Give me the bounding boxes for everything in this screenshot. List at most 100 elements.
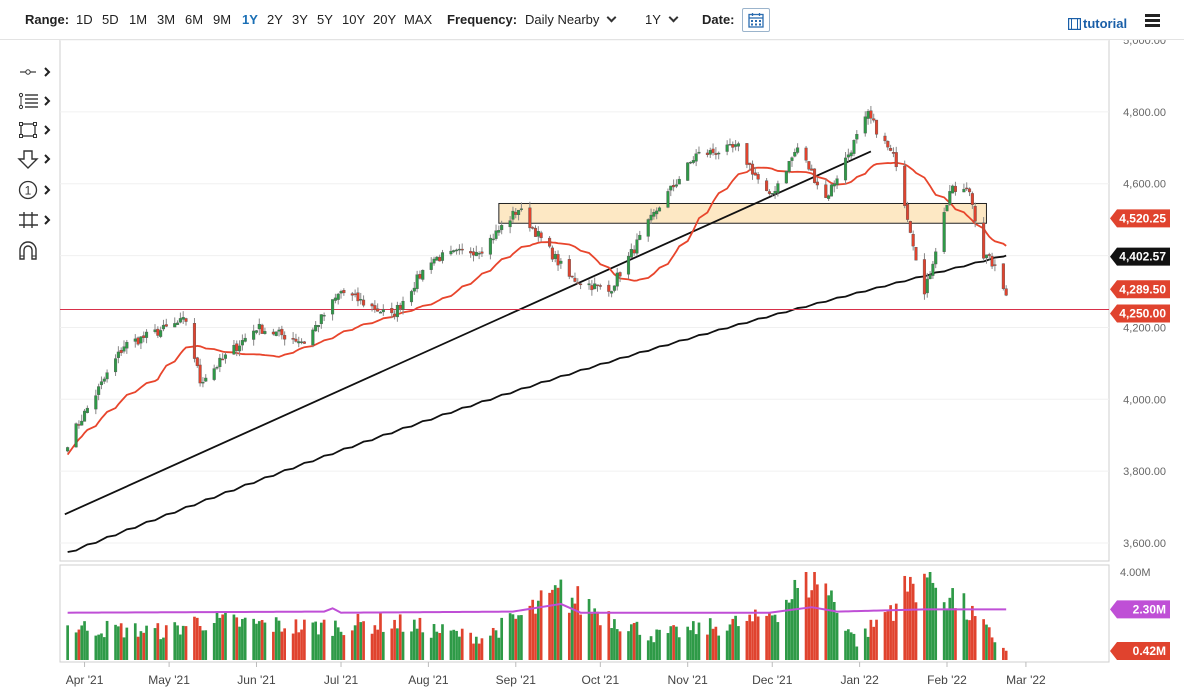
candle bbox=[176, 320, 180, 325]
candle-body bbox=[748, 162, 752, 165]
volume-bar bbox=[336, 627, 340, 660]
volume-bar bbox=[649, 636, 653, 660]
candle bbox=[260, 323, 264, 334]
range-9m[interactable]: 9M bbox=[213, 12, 232, 27]
candle bbox=[691, 156, 695, 165]
range-1d[interactable]: 1D bbox=[76, 12, 93, 27]
volume-bar bbox=[198, 626, 202, 660]
candle-body bbox=[291, 338, 295, 340]
candle bbox=[717, 151, 721, 160]
volume-bar bbox=[785, 599, 788, 660]
candle-body bbox=[655, 210, 659, 215]
candle bbox=[319, 314, 323, 329]
candle-body bbox=[300, 341, 304, 343]
frequency-select[interactable]: Daily Nearby bbox=[525, 12, 617, 27]
candle bbox=[725, 140, 729, 156]
volume-bar bbox=[429, 637, 433, 660]
volume-bar bbox=[756, 616, 760, 660]
fibonacci-tool[interactable] bbox=[14, 89, 58, 113]
volume-bar bbox=[195, 617, 199, 660]
candle bbox=[145, 329, 149, 344]
candle-body bbox=[500, 225, 504, 231]
volume-bar bbox=[847, 629, 850, 660]
candle bbox=[965, 182, 969, 192]
range-1y[interactable]: 1Y bbox=[242, 12, 258, 27]
volume-bar bbox=[86, 630, 89, 660]
range-6m[interactable]: 6M bbox=[185, 12, 204, 27]
candle-body bbox=[863, 116, 867, 134]
price-tick-label: 3,800.00 bbox=[1123, 466, 1166, 478]
tutorial-link[interactable]: tutorial bbox=[1068, 16, 1127, 31]
candle bbox=[409, 289, 414, 306]
range-3y[interactable]: 3Y bbox=[292, 12, 308, 27]
measure-tool[interactable] bbox=[14, 208, 58, 232]
volume-bar bbox=[765, 615, 768, 660]
candle-body bbox=[595, 284, 600, 287]
last-volume-tag: 0.42M bbox=[1110, 642, 1170, 660]
volume-bar bbox=[948, 597, 952, 660]
candle-body bbox=[649, 214, 653, 221]
candle bbox=[401, 296, 405, 315]
price-gridlines bbox=[60, 40, 1109, 544]
candle bbox=[80, 414, 84, 426]
frequency-label: Frequency: bbox=[447, 12, 518, 27]
volume-bar bbox=[241, 619, 244, 660]
volume-bar bbox=[497, 637, 501, 660]
volume-bar bbox=[139, 631, 143, 660]
range-10y[interactable]: 10Y bbox=[342, 12, 366, 27]
volume-bar bbox=[438, 633, 442, 660]
volume-bar bbox=[911, 583, 915, 660]
hamburger-menu-icon[interactable] bbox=[1145, 14, 1160, 27]
candle bbox=[421, 269, 425, 282]
volume-bar bbox=[886, 611, 890, 660]
volume-bar bbox=[398, 614, 402, 660]
candle bbox=[745, 143, 749, 169]
candle-body bbox=[342, 290, 346, 294]
candle-body bbox=[316, 324, 321, 328]
range-max[interactable]: MAX bbox=[404, 12, 433, 27]
volume-bar bbox=[576, 586, 580, 660]
candle bbox=[488, 234, 492, 260]
range-2y[interactable]: 2Y bbox=[267, 12, 283, 27]
crosshair-tool[interactable] bbox=[14, 60, 58, 84]
candle-body bbox=[471, 251, 476, 256]
candle-body bbox=[474, 251, 478, 257]
range-5y[interactable]: 5Y bbox=[317, 12, 333, 27]
magnet-tool[interactable] bbox=[14, 239, 58, 263]
price-chart[interactable]: 5,000.004,800.004,600.004,400.004,200.00… bbox=[0, 40, 1184, 692]
candle bbox=[500, 220, 504, 235]
volume-tick-label: 4.00M bbox=[1120, 567, 1151, 579]
candle-body bbox=[872, 118, 876, 121]
volume-bar bbox=[613, 619, 616, 660]
candle-body bbox=[548, 237, 552, 247]
candle-body bbox=[846, 154, 850, 158]
rectangle-tool[interactable] bbox=[14, 118, 58, 142]
date-picker-button[interactable] bbox=[742, 8, 770, 32]
candle-body bbox=[765, 180, 769, 191]
candle bbox=[105, 369, 109, 383]
candle-body bbox=[390, 308, 394, 314]
candle bbox=[192, 318, 197, 363]
line-tool-icon bbox=[20, 67, 51, 77]
annotation-tool[interactable]: 1 bbox=[14, 178, 58, 202]
candle-body bbox=[432, 258, 436, 264]
arrow-tool[interactable] bbox=[14, 147, 58, 171]
volume-bar bbox=[114, 624, 117, 660]
candle bbox=[455, 248, 459, 255]
range-1m[interactable]: 1M bbox=[129, 12, 148, 27]
volume-bar bbox=[579, 614, 582, 660]
candle bbox=[294, 333, 298, 343]
candle bbox=[993, 259, 997, 272]
range-20y[interactable]: 20Y bbox=[373, 12, 397, 27]
volume-bar bbox=[573, 603, 577, 660]
candle-body bbox=[984, 254, 988, 259]
date-tick-label: Apr '21 bbox=[66, 673, 104, 687]
range-3m[interactable]: 3M bbox=[157, 12, 176, 27]
candle-body bbox=[353, 293, 357, 296]
volume-bar bbox=[393, 619, 396, 660]
candle-body bbox=[398, 304, 402, 309]
period-select[interactable]: 1Y bbox=[645, 12, 679, 27]
range-5d[interactable]: 5D bbox=[102, 12, 119, 27]
candle-body bbox=[80, 420, 84, 426]
candle bbox=[610, 290, 614, 298]
